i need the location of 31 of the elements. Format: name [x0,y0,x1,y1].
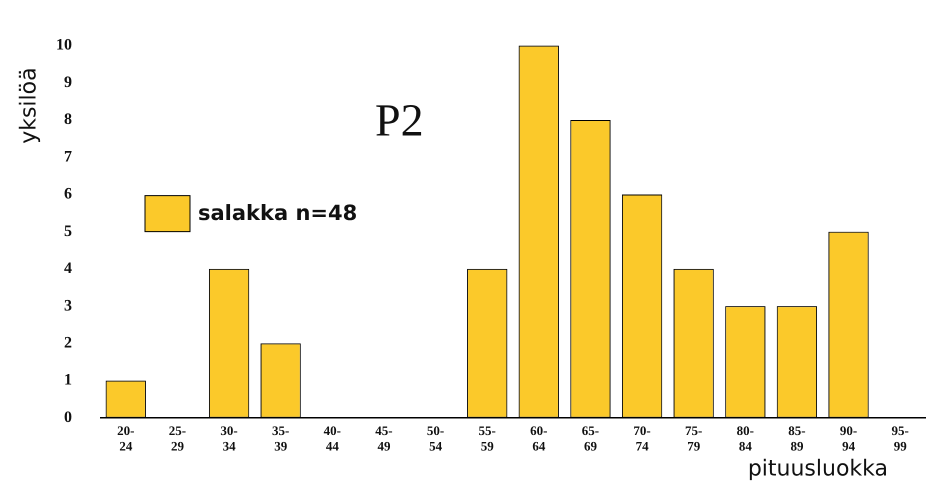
x-tick-label: 20-24 [117,422,134,454]
x-tick-label: 95-99 [892,422,909,454]
y-tick-label: 8 [64,111,72,128]
y-tick-label: 7 [64,148,72,166]
x-tick-label: 30-34 [220,422,238,454]
y-tick-label: 4 [64,260,72,278]
x-tick-label: 40-44 [324,422,341,454]
y-tick-label: 1 [64,372,72,389]
x-tick-label: 60-64 [530,422,548,454]
x-tick-label: 50-54 [426,422,444,454]
y-tick-label: 2 [64,334,72,352]
x-tick-label: 80-84 [736,422,754,454]
y-tick-label: 10 [56,36,72,54]
x-tick-label: 70-74 [633,422,651,454]
x-tick-label: 65-69 [582,422,600,454]
x-tick-label: 45-49 [375,422,393,454]
y-axis-title: yksilöä [16,67,42,144]
x-axis-title: pituusluokka [748,456,888,482]
y-tick-label: 6 [64,186,72,203]
x-tick-label: 90-94 [840,422,858,454]
x-tick-label: 85-89 [788,422,806,454]
x-tick-label: 25-29 [168,422,186,454]
x-tick-label: 55-59 [478,422,496,454]
y-tick-label: 9 [64,74,72,91]
y-tick-label: 3 [64,297,72,314]
x-tick-label: 35-39 [272,422,290,454]
text: P2 [375,94,424,146]
y-tick-label: 0 [64,408,72,426]
y-tick-label: 5 [64,222,72,240]
legend-label: salakka n=48 [198,201,358,226]
x-tick-label: 75-79 [685,422,702,454]
